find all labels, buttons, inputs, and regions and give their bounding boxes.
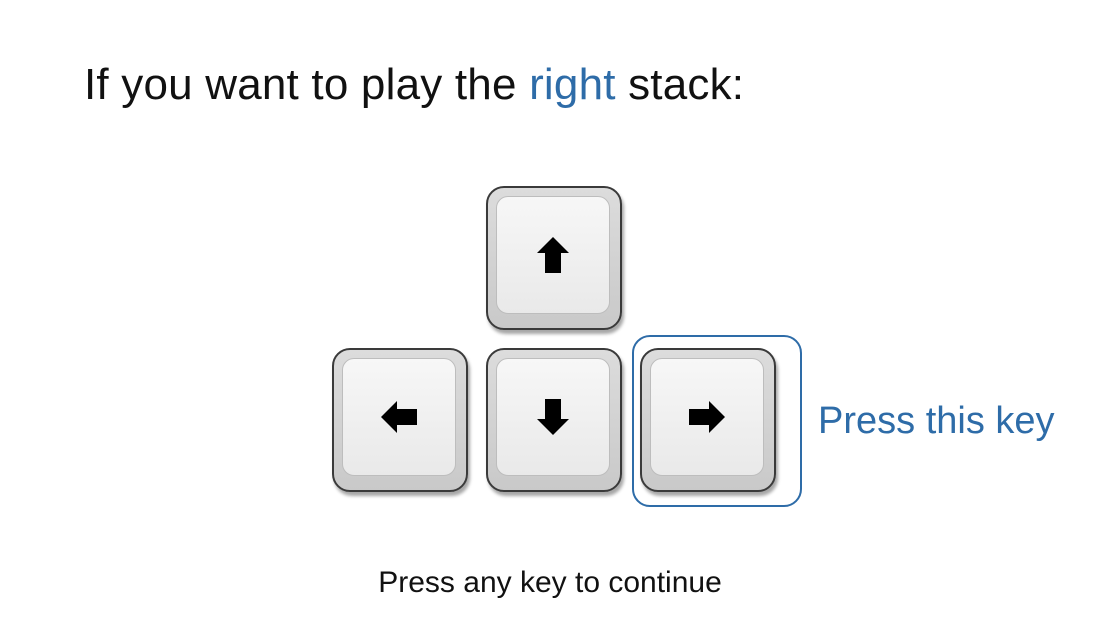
right-arrow-key-face: [650, 358, 764, 476]
instruction-prefix: If you want to play the: [84, 60, 517, 109]
instruction-title: If you want to play the right stack:: [84, 60, 744, 110]
instruction-suffix: stack:: [628, 60, 745, 109]
right-arrow-key[interactable]: [640, 348, 776, 492]
left-arrow-key[interactable]: [332, 348, 468, 492]
down-arrow-key-face: [496, 358, 610, 476]
up-arrow-key-face: [496, 196, 610, 314]
left-arrow-key-face: [342, 358, 456, 476]
down-arrow-key[interactable]: [486, 348, 622, 492]
right-key-highlight-frame: [632, 335, 802, 507]
arrow-right-icon: [689, 401, 725, 433]
continue-prompt: Press any key to continue: [378, 566, 722, 599]
arrow-down-icon: [537, 399, 569, 435]
instruction-highlight-word: right: [529, 60, 616, 109]
arrow-left-icon: [381, 401, 417, 433]
arrow-up-icon: [537, 237, 569, 273]
press-this-key-callout: Press this key: [818, 400, 1055, 442]
up-arrow-key[interactable]: [486, 186, 622, 330]
